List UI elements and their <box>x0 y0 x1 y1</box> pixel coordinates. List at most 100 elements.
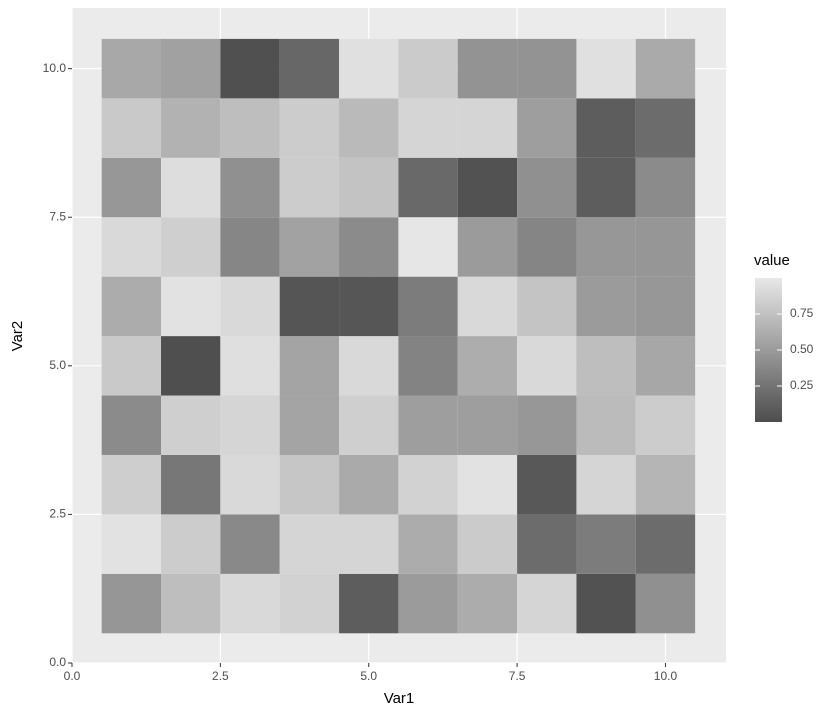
heatmap-cell <box>101 514 162 574</box>
heatmap-cell <box>101 217 162 277</box>
heatmap-cell <box>576 217 636 277</box>
heatmap-cell <box>279 217 340 277</box>
heatmap-cell <box>279 514 340 574</box>
heatmap-cell <box>576 454 636 515</box>
heatmap-cell <box>517 514 577 574</box>
heatmap-cell <box>398 573 458 634</box>
heatmap-cell <box>161 454 221 515</box>
heatmap-cell <box>161 573 221 634</box>
heatmap-cell <box>635 157 696 218</box>
heatmap-cell <box>339 157 399 218</box>
heatmap-cell <box>339 395 399 455</box>
y-tick-label: 2.5 <box>49 507 66 521</box>
heatmap-cell <box>279 454 340 515</box>
y-axis-title: Var2 <box>9 321 26 352</box>
heatmap-cell <box>101 573 162 634</box>
x-tick-label: 7.5 <box>509 669 526 683</box>
y-tick-label: 10.0 <box>43 61 67 75</box>
heatmap-cell <box>398 514 458 574</box>
heatmap-cell <box>576 336 636 396</box>
heatmap-cell <box>220 336 280 396</box>
heatmap-cell <box>101 395 162 455</box>
y-tick-label: 7.5 <box>49 209 66 223</box>
heatmap-cell <box>161 157 221 218</box>
heatmap-cell <box>398 38 458 99</box>
heatmap-cell <box>576 38 636 99</box>
heatmap-cell <box>279 98 340 158</box>
heatmap-cell <box>339 514 399 574</box>
heatmap-cell <box>576 276 636 337</box>
heatmap-cell <box>339 276 399 337</box>
colorbar-label: 0.75 <box>790 306 814 320</box>
x-tick-label: 5.0 <box>360 669 377 683</box>
heatmap-cell <box>457 573 518 634</box>
heatmap-cell <box>398 454 458 515</box>
heatmap-cell <box>279 38 340 99</box>
heatmap-cell <box>457 157 518 218</box>
heatmap-cell <box>398 217 458 277</box>
heatmap-cell <box>161 514 221 574</box>
x-tick-label: 2.5 <box>212 669 229 683</box>
heatmap-cell <box>220 514 280 574</box>
heatmap-cell <box>457 336 518 396</box>
heatmap-cell <box>101 276 162 337</box>
heatmap-cell <box>398 98 458 158</box>
colorbar-label: 0.50 <box>790 342 814 356</box>
heatmap-cell <box>398 395 458 455</box>
heatmap-cell <box>398 276 458 337</box>
heatmap-cell <box>220 395 280 455</box>
y-tick-label: 5.0 <box>49 358 66 372</box>
heatmap-cell <box>517 395 577 455</box>
heatmap-cell <box>339 38 399 99</box>
heatmap-cell <box>457 217 518 277</box>
heatmap-cell <box>457 276 518 337</box>
heatmap-cell <box>161 336 221 396</box>
heatmap-cell <box>635 573 696 634</box>
heatmap-cell <box>517 98 577 158</box>
heatmap-cell <box>101 98 162 158</box>
heatmap-cell <box>339 454 399 515</box>
heatmap-cell <box>635 38 696 99</box>
heatmap-cell <box>635 217 696 277</box>
heatmap-cell <box>576 98 636 158</box>
heatmap-cell <box>635 514 696 574</box>
heatmap-cell <box>457 454 518 515</box>
heatmap-cell <box>279 276 340 337</box>
heatmap-cell <box>635 336 696 396</box>
heatmap-cell <box>220 157 280 218</box>
heatmap-cell <box>517 38 577 99</box>
x-tick-label: 10.0 <box>654 669 678 683</box>
heatmap-cell <box>220 217 280 277</box>
heatmap-cell <box>576 573 636 634</box>
heatmap-cell <box>161 395 221 455</box>
heatmap-cell <box>220 276 280 337</box>
heatmap-cell <box>517 217 577 277</box>
heatmap-cell <box>161 217 221 277</box>
x-tick-label: 0.0 <box>64 669 81 683</box>
heatmap-cell <box>279 573 340 634</box>
heatmap-cell <box>398 336 458 396</box>
heatmap-cell <box>576 395 636 455</box>
heatmap-cell <box>339 98 399 158</box>
heatmap-cell <box>517 454 577 515</box>
heatmap-cell <box>576 157 636 218</box>
heatmap-cell <box>339 336 399 396</box>
y-tick-label: 0.0 <box>49 655 66 669</box>
heatmap-cell <box>161 98 221 158</box>
heatmap-cell <box>517 157 577 218</box>
heatmap-cell <box>576 514 636 574</box>
heatmap-cell <box>220 573 280 634</box>
heatmap-cell <box>457 38 518 99</box>
heatmap-cell <box>457 98 518 158</box>
heatmap-cell <box>220 98 280 158</box>
heatmap-cell <box>635 395 696 455</box>
x-axis-title: Var1 <box>384 690 415 707</box>
heatmap-cell <box>517 276 577 337</box>
heatmap-cell <box>101 454 162 515</box>
heatmap-cell <box>635 454 696 515</box>
heatmap-cell <box>635 276 696 337</box>
heatmap-cell <box>220 38 280 99</box>
colorbar-label: 0.25 <box>790 378 814 392</box>
heatmap-cell <box>339 217 399 277</box>
